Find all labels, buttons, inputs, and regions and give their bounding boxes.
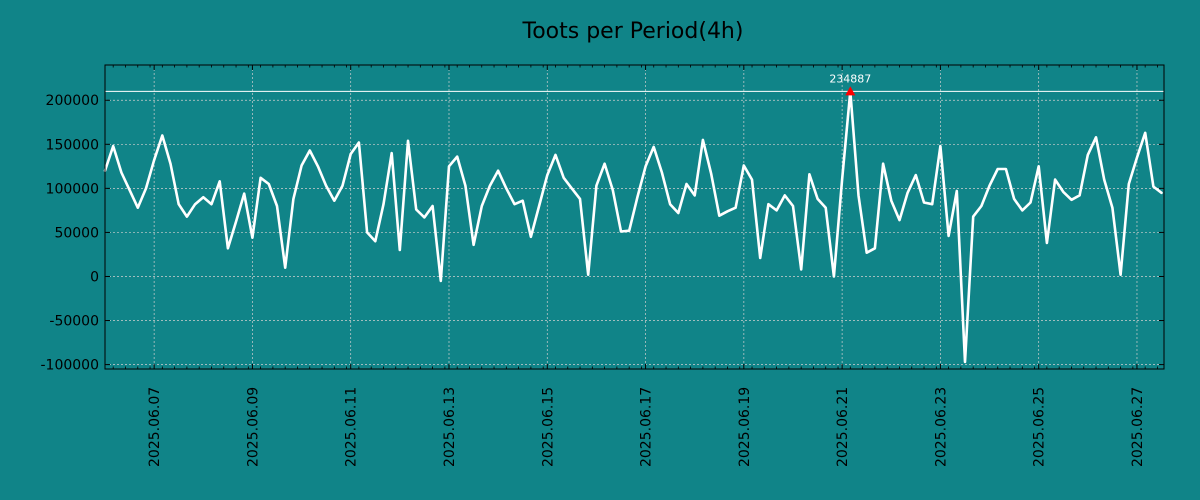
peak-label: 234887 — [829, 72, 871, 85]
y-axis-ticks: 200000 150000 100000 50000 0 -50000 -100000 — [41, 93, 1164, 374]
x-tick-label: 2025.06.13 — [442, 387, 458, 467]
x-tick-label: 2025.06.27 — [1130, 387, 1146, 467]
y-tick-label: -50000 — [49, 314, 99, 330]
x-axis-ticks: 2025.06.07 2025.06.09 2025.06.11 2025.06.13… — [112, 65, 1158, 467]
x-tick-label: 2025.06.23 — [933, 387, 949, 467]
series-line-toots — [103, 90, 1163, 364]
y-tick-label: 50000 — [54, 225, 99, 241]
peak-layer: 234887 — [829, 72, 871, 96]
x-tick-label: 2025.06.09 — [245, 387, 261, 467]
axes — [104, 64, 1165, 370]
plot-frame — [104, 64, 1165, 370]
x-tick-label: 2025.06.11 — [344, 387, 360, 467]
x-tick-label: 2025.06.17 — [639, 387, 655, 467]
series-layer — [103, 90, 1163, 364]
x-tick-label: 2025.06.19 — [737, 387, 753, 467]
y-tick-label: 200000 — [46, 93, 99, 109]
chart-title: Toots per Period(4h) — [522, 19, 744, 44]
y-tick-label: 0 — [90, 269, 99, 285]
x-tick-label: 2025.06.25 — [1032, 387, 1048, 467]
y-tick-label: -100000 — [41, 358, 100, 374]
y-tick-label: 100000 — [46, 181, 99, 197]
x-tick-label: 2025.06.07 — [147, 387, 163, 467]
x-tick-label: 2025.06.21 — [835, 387, 851, 467]
y-tick-label: 150000 — [46, 137, 99, 153]
peak-marker — [845, 86, 856, 96]
x-tick-label: 2025.06.15 — [540, 387, 556, 467]
